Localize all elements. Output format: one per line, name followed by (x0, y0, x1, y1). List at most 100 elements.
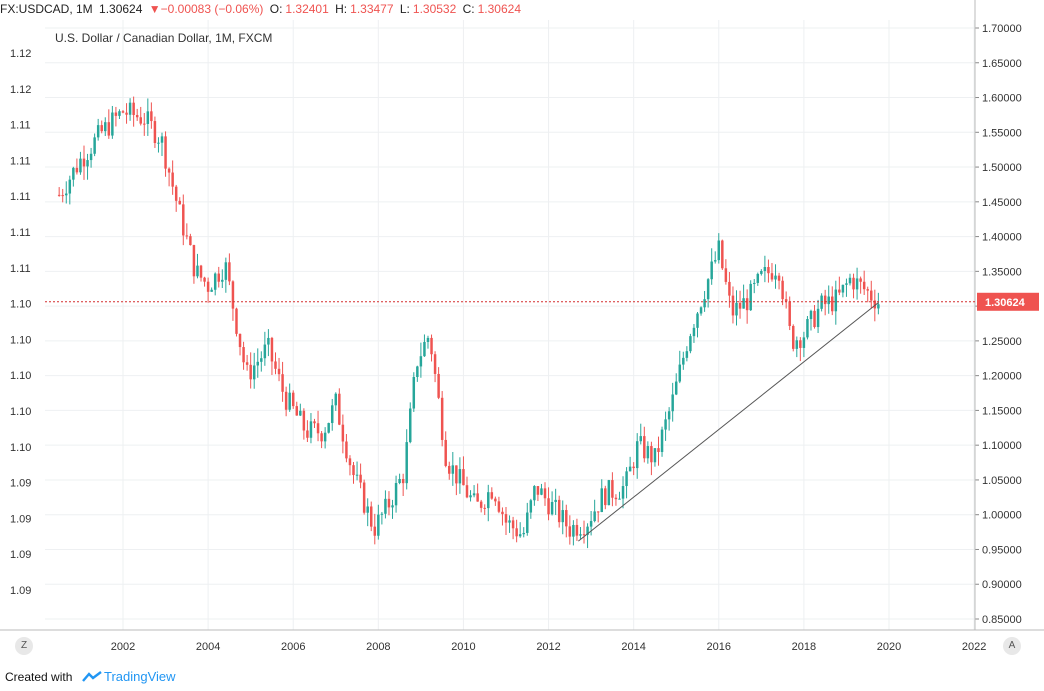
candle-body (157, 142, 160, 144)
footer-credit: Created with (5, 670, 73, 684)
x-tick-label: 2014 (621, 641, 645, 653)
candle-body (249, 364, 252, 380)
candle-body (632, 466, 635, 469)
candle-body (717, 240, 721, 261)
y-tick-label-left: 1.12 (10, 48, 31, 60)
candle-body (405, 442, 408, 484)
candle-body (845, 283, 848, 285)
candle-body (458, 469, 462, 484)
candle-body (455, 465, 458, 484)
candle-body (426, 337, 430, 342)
candle-body (384, 498, 387, 514)
candle-body (806, 319, 809, 338)
candle-body (476, 493, 479, 502)
candle-body (777, 275, 781, 281)
x-tick-label: 2018 (792, 641, 816, 653)
candle-body (423, 341, 426, 357)
candle-body (210, 289, 213, 292)
candle-body (554, 499, 557, 502)
candle-body (682, 357, 685, 365)
candle-body (614, 497, 618, 500)
candle-body (483, 507, 486, 509)
candle-body (299, 410, 302, 416)
candle-body (111, 112, 114, 136)
candle-body (713, 260, 717, 262)
candle-body (667, 411, 671, 420)
candle-body (756, 273, 760, 283)
candle-body (508, 520, 511, 523)
candle-body (57, 194, 61, 196)
candle-body (625, 471, 628, 487)
candle-body (689, 336, 692, 352)
candle-body (306, 430, 309, 438)
candle-body (224, 262, 228, 280)
candle-body (89, 153, 93, 161)
candle-body (221, 279, 224, 282)
candle-body (870, 290, 873, 301)
high-value: 1.33477 (350, 2, 394, 16)
candle-body (104, 122, 107, 132)
candle-body (377, 514, 380, 536)
candle-body (813, 310, 816, 328)
candle-body (437, 373, 440, 398)
y-tick-label-left: 1.10 (10, 334, 31, 346)
y-tick-label-right: 0.90000 (982, 579, 1022, 591)
trendline (578, 302, 879, 542)
candle-body (448, 465, 451, 474)
footer-brand[interactable]: TradingView (104, 669, 176, 684)
candle-body (650, 446, 653, 463)
candle-body (749, 283, 752, 311)
symbol-label[interactable]: FX:USDCAD, 1M (0, 2, 93, 16)
candle-body (114, 112, 118, 116)
candle-body (809, 310, 813, 320)
candle-body (199, 265, 203, 278)
open-value: 1.32401 (285, 2, 329, 16)
candlestick-chart[interactable]: 1.70000 1.65000 1.60000 1.55000 1.50000 1.450… (0, 0, 1044, 663)
y-tick-label-left: 1.09 (10, 513, 31, 525)
candle-body (174, 186, 178, 201)
candle-body (398, 478, 401, 484)
candle-body (497, 501, 501, 512)
y-tick-label-right: 1.40000 (982, 232, 1022, 244)
candle-body (68, 179, 72, 194)
candle-body (834, 289, 838, 312)
y-tick-label-right: 1.15000 (982, 405, 1022, 417)
candle-body (107, 122, 111, 136)
auto-scale-button[interactable]: A (1003, 637, 1021, 655)
y-tick-label-right: 1.00000 (982, 510, 1022, 522)
candle-body (565, 510, 568, 527)
candle-body (72, 167, 75, 180)
x-tick-label: 2010 (451, 641, 475, 653)
candle-body (295, 406, 299, 416)
price-change: ▼−0.00083 (−0.06%) (148, 2, 264, 16)
candle-body (526, 512, 529, 533)
timezone-button[interactable]: Z (15, 637, 33, 655)
candle-body (150, 111, 153, 122)
candle-body (643, 436, 646, 459)
candle-body (238, 333, 242, 348)
candle-body (657, 448, 660, 453)
candle-body (465, 485, 469, 498)
candle-body (706, 279, 710, 300)
candle-body (664, 419, 667, 430)
y-tick-label-left: 1.12 (10, 84, 31, 96)
candle-body (763, 267, 767, 272)
low-label: L: (399, 2, 410, 16)
candle-body (387, 498, 391, 508)
high-label: H: (335, 2, 348, 16)
candle-body (309, 421, 313, 438)
y-tick-label-left: 1.09 (10, 585, 31, 597)
candle-body (284, 391, 288, 410)
candle-body (639, 436, 643, 442)
candle-body (231, 281, 235, 309)
candle-body (515, 528, 518, 537)
candle-body (494, 498, 497, 502)
candle-body (164, 136, 167, 169)
symbol-header: FX:USDCAD, 1M 1.30624 ▼−0.00083 (−0.06%)… (0, 0, 1044, 18)
candle-body (568, 526, 572, 537)
tradingview-logo-icon (82, 671, 102, 682)
candle-body (82, 158, 86, 167)
x-tick-label: 2002 (111, 641, 135, 653)
candle-body (178, 200, 181, 205)
candle-body (848, 277, 852, 284)
